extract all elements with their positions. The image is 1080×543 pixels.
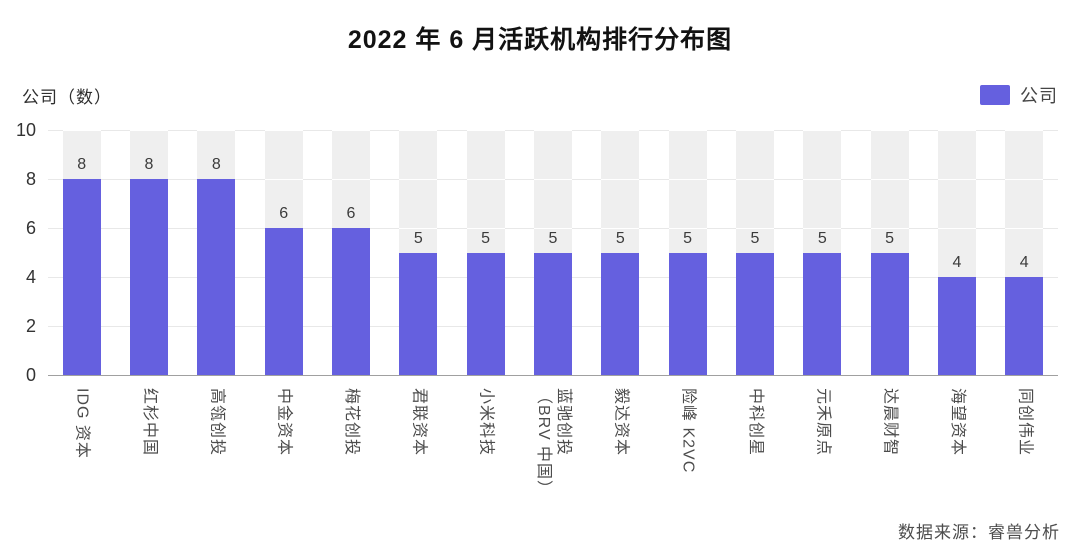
page-title: 2022 年 6 月活跃机构排行分布图 (347, 26, 733, 54)
x-tick-label: 毅达资本 (612, 388, 630, 457)
x-label-cell: 梅花创投 (317, 388, 384, 514)
bar-value-label: 4 (1019, 254, 1029, 271)
bar-value-label: 5 (413, 229, 423, 247)
x-tick-label: 同创伟业 (1016, 388, 1034, 457)
bar-value-label: 8 (144, 156, 154, 173)
x-tick-label: IDG 资本 (73, 388, 91, 459)
bar-value-label: 5 (481, 229, 491, 247)
data-source: 数据来源：睿兽分析 (898, 523, 1060, 542)
bar (264, 228, 303, 375)
bar (803, 252, 842, 375)
bar-value-label: 6 (279, 205, 289, 222)
x-tick-label: 元禾原点 (814, 388, 832, 457)
bar-value-label: 5 (683, 229, 693, 247)
bar (1005, 277, 1044, 375)
x-label-cell: 毅达资本 (587, 388, 654, 514)
bar-slot: 8 (183, 130, 250, 375)
bar (399, 252, 438, 375)
y-tick-label: 0 (25, 365, 36, 385)
x-label-cell: 君联资本 (385, 388, 452, 514)
bar (668, 252, 707, 375)
bar-slot: 8 (115, 130, 182, 375)
legend-swatch (980, 85, 1010, 105)
bar-slot: 6 (250, 130, 317, 375)
x-label-cell: 中金资本 (250, 388, 317, 514)
bar-slot: 6 (317, 130, 384, 375)
y-tick-label: 6 (25, 218, 36, 238)
bar (601, 252, 640, 375)
y-tick-label: 4 (25, 267, 36, 287)
y-tick-label: 2 (25, 316, 36, 336)
x-tick-label: 小米科技 (477, 388, 495, 457)
x-tick-label: 中科创星 (746, 388, 764, 457)
x-label-cell: 红杉中国 (115, 388, 182, 514)
x-label-cell: 达晨财智 (856, 388, 923, 514)
x-tick-label: 梅花创投 (342, 388, 360, 457)
bar (735, 252, 774, 375)
bar-value-label: 5 (885, 229, 895, 247)
bar-slot: 5 (385, 130, 452, 375)
bar-slot: 5 (452, 130, 519, 375)
y-axis-ticks: 0 2 4 6 8 10 (0, 120, 48, 385)
bar (937, 277, 976, 375)
x-axis-labels: IDG 资本 红杉中国 高瓴创投 中金资本 梅花创投 君联资本 小米科技 蓝驰创投 （BRV … (48, 388, 1058, 514)
x-label-cell: 险峰 K2VC (654, 388, 721, 514)
bar-value-label: 5 (548, 229, 558, 247)
bar (129, 179, 168, 375)
bar-value-label: 4 (952, 254, 962, 271)
x-tick-label: 达晨财智 (881, 388, 899, 457)
x-tick-label: 蓝驰创投 （BRV 中国） (534, 388, 572, 498)
x-label-cell: 蓝驰创投 （BRV 中国） (519, 388, 586, 514)
y-tick-label: 8 (25, 169, 36, 189)
bar-slot: 5 (654, 130, 721, 375)
bar (870, 252, 909, 375)
x-label-cell: 元禾原点 (789, 388, 856, 514)
bar-slot: 5 (587, 130, 654, 375)
bar-slot: 5 (519, 130, 586, 375)
bar (466, 252, 505, 375)
x-label-cell: 海望资本 (923, 388, 990, 514)
x-tick-label: 君联资本 (410, 388, 428, 457)
bar-chart: 0 2 4 6 8 10 8 8 8 6 6 5 5 5 5 5 5 5 5 4 4 (0, 120, 1080, 385)
bar (197, 179, 236, 375)
bar (62, 179, 101, 375)
bar-value-label: 6 (346, 205, 356, 222)
bar-slot: 5 (789, 130, 856, 375)
bar-slot: 5 (856, 130, 923, 375)
legend-label: 公司 (1020, 86, 1058, 106)
bar-value-label: 5 (750, 229, 760, 247)
x-tick-label: 海望资本 (948, 388, 966, 457)
bar-slot: 8 (48, 130, 115, 375)
x-tick-label: 险峰 K2VC (679, 388, 697, 474)
bar (533, 252, 572, 375)
bar (331, 228, 370, 375)
x-tick-label: 中金资本 (275, 388, 293, 457)
x-label-cell: IDG 资本 (48, 388, 115, 514)
legend: 公司 (980, 82, 1058, 108)
bar-value-label: 5 (615, 229, 625, 247)
bar-value-label: 8 (211, 156, 221, 173)
bar-slot: 5 (721, 130, 788, 375)
x-label-cell: 中科创星 (721, 388, 788, 514)
y-axis-unit-label: 公司（数） (22, 87, 112, 107)
bar-value-label: 8 (77, 156, 87, 173)
x-tick-label: 高瓴创投 (208, 388, 226, 457)
x-label-cell: 同创伟业 (991, 388, 1058, 514)
bar-slot: 4 (991, 130, 1058, 375)
x-label-cell: 高瓴创投 (183, 388, 250, 514)
x-label-cell: 小米科技 (452, 388, 519, 514)
chart-header: 公司（数） 公司 (22, 82, 1058, 108)
x-tick-label: 红杉中国 (140, 388, 158, 457)
plot-area: 8 8 8 6 6 5 5 5 5 5 5 5 5 4 4 (48, 130, 1058, 376)
bar-value-label: 5 (817, 229, 827, 247)
y-tick-label: 10 (15, 120, 36, 140)
bar-slot: 4 (923, 130, 990, 375)
